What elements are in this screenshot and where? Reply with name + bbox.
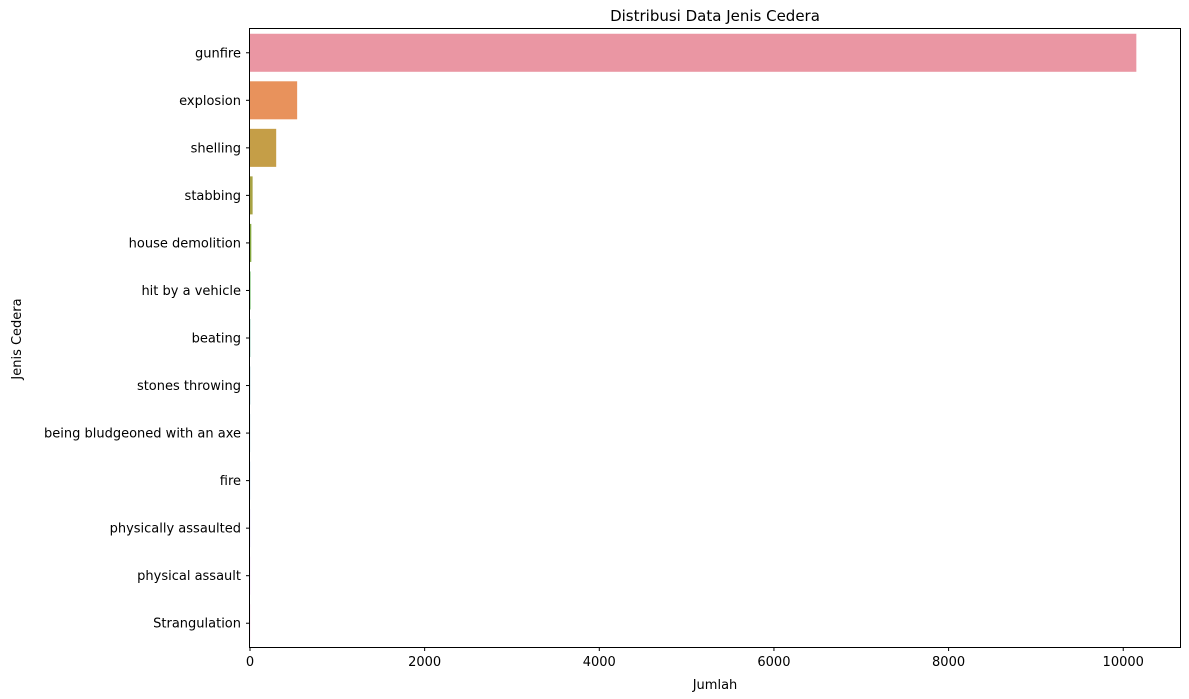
y-tick-label: fire: [220, 474, 241, 489]
y-tick-label: physically assaulted: [110, 522, 241, 537]
y-tick-label: beating: [192, 332, 241, 347]
bar-house-demolition: [250, 223, 252, 262]
x-tick-label: 8000: [932, 655, 965, 670]
x-tick-label: 2000: [408, 655, 441, 670]
y-tick-label: physical assault: [137, 569, 241, 584]
bar-shelling: [250, 128, 277, 167]
y-tick-label: stabbing: [185, 189, 241, 204]
chart-title: Distribusi Data Jenis Cedera: [610, 7, 820, 25]
y-tick-label: being bludgeoned with an axe: [44, 427, 241, 442]
y-axis: gunfire explosion shelling stabbing house de…: [44, 46, 250, 632]
plot-frame: [249, 28, 1181, 648]
y-tick-label: gunfire: [195, 46, 241, 61]
y-tick-label: hit by a vehicle: [141, 284, 241, 299]
bar-stabbing: [250, 176, 253, 215]
x-tick-label: 0: [246, 655, 254, 670]
x-axis-label: Jumlah: [692, 678, 738, 693]
x-tick-label: 6000: [757, 655, 790, 670]
plot-area: [250, 33, 1137, 643]
x-tick-label: 10000: [1103, 655, 1144, 670]
y-tick-label: Strangulation: [153, 617, 241, 632]
y-tick-label: explosion: [179, 94, 241, 109]
y-tick-label: shelling: [191, 141, 241, 156]
y-tick-label: stones throwing: [137, 379, 241, 394]
x-axis: 0 2000 4000 6000 8000 10000: [246, 647, 1144, 670]
bar-explosion: [250, 81, 298, 120]
y-tick-label: house demolition: [129, 236, 241, 251]
x-tick-label: 4000: [583, 655, 616, 670]
y-axis-label: Jenis Cedera: [10, 298, 25, 380]
bar-gunfire: [250, 33, 1137, 72]
